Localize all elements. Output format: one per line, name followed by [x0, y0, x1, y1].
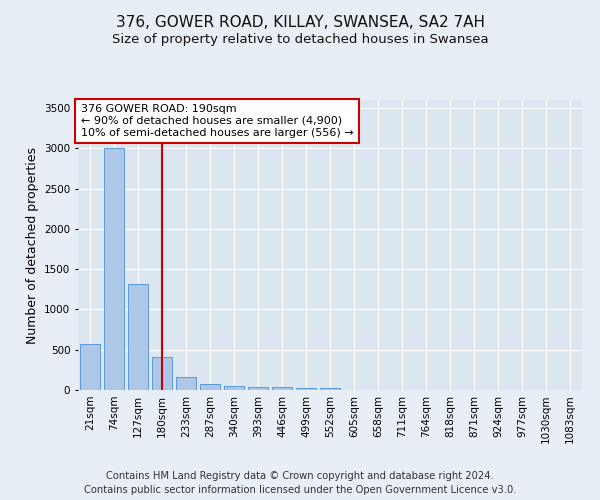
Bar: [200, 384, 220, 390]
Bar: [248, 387, 268, 390]
Text: 376, GOWER ROAD, KILLAY, SWANSEA, SA2 7AH: 376, GOWER ROAD, KILLAY, SWANSEA, SA2 7A…: [115, 15, 485, 30]
Bar: [320, 388, 340, 390]
Text: Size of property relative to detached houses in Swansea: Size of property relative to detached ho…: [112, 32, 488, 46]
Bar: [224, 386, 244, 390]
Bar: [152, 356, 172, 390]
Bar: [104, 148, 124, 390]
Bar: [296, 388, 316, 390]
Bar: [80, 344, 100, 390]
Text: 376 GOWER ROAD: 190sqm
← 90% of detached houses are smaller (4,900)
10% of semi-: 376 GOWER ROAD: 190sqm ← 90% of detached…: [80, 104, 353, 138]
Bar: [272, 387, 292, 390]
Y-axis label: Number of detached properties: Number of detached properties: [26, 146, 38, 344]
Bar: [176, 377, 196, 390]
Text: Contains HM Land Registry data © Crown copyright and database right 2024.
Contai: Contains HM Land Registry data © Crown c…: [84, 471, 516, 495]
Bar: [128, 284, 148, 390]
